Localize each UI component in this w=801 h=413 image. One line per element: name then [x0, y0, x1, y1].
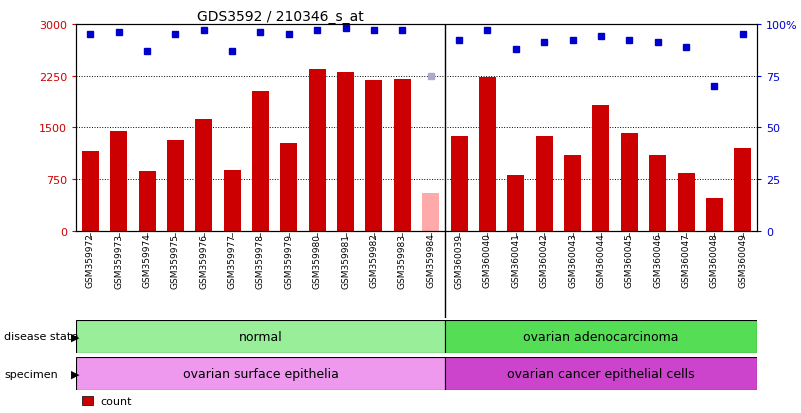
- Text: GSM359984: GSM359984: [426, 233, 435, 288]
- Bar: [280, 143, 297, 231]
- Bar: [223, 171, 240, 231]
- Bar: [735, 149, 751, 231]
- Bar: [252, 92, 269, 231]
- Text: specimen: specimen: [4, 369, 58, 379]
- Text: ovarian adenocarcinoma: ovarian adenocarcinoma: [523, 330, 678, 343]
- Bar: [82, 396, 93, 405]
- Text: GSM360045: GSM360045: [625, 233, 634, 288]
- Bar: [507, 176, 525, 231]
- Text: GSM359972: GSM359972: [86, 233, 95, 288]
- Text: GSM359976: GSM359976: [199, 233, 208, 288]
- Bar: [445, 357, 757, 390]
- Text: ovarian surface epithelia: ovarian surface epithelia: [183, 367, 339, 380]
- Bar: [195, 120, 212, 231]
- Text: normal: normal: [239, 330, 283, 343]
- Bar: [536, 136, 553, 231]
- Text: GSM359973: GSM359973: [115, 233, 123, 288]
- Bar: [621, 133, 638, 231]
- Bar: [308, 69, 326, 231]
- Text: GSM360041: GSM360041: [511, 233, 521, 288]
- Text: GSM360043: GSM360043: [568, 233, 577, 288]
- Bar: [365, 81, 382, 231]
- Text: GSM359975: GSM359975: [171, 233, 180, 288]
- Text: GSM359974: GSM359974: [143, 233, 151, 288]
- Bar: [706, 198, 723, 231]
- Bar: [450, 136, 468, 231]
- Bar: [76, 320, 445, 353]
- Text: GSM360049: GSM360049: [739, 233, 747, 288]
- Text: GSM359977: GSM359977: [227, 233, 236, 288]
- Text: GSM360048: GSM360048: [710, 233, 718, 288]
- Text: GSM360046: GSM360046: [653, 233, 662, 288]
- Bar: [139, 171, 155, 231]
- Bar: [82, 152, 99, 231]
- Text: ovarian cancer epithelial cells: ovarian cancer epithelial cells: [507, 367, 694, 380]
- Text: GSM359980: GSM359980: [312, 233, 322, 288]
- Bar: [445, 320, 757, 353]
- Text: GSM360042: GSM360042: [540, 233, 549, 287]
- Text: GSM359982: GSM359982: [369, 233, 378, 288]
- Text: count: count: [100, 396, 131, 406]
- Bar: [479, 78, 496, 231]
- Text: GSM359983: GSM359983: [398, 233, 407, 288]
- Bar: [394, 80, 411, 231]
- Bar: [649, 156, 666, 231]
- Text: disease state: disease state: [4, 332, 78, 342]
- Text: GSM360044: GSM360044: [597, 233, 606, 287]
- Text: GSM360040: GSM360040: [483, 233, 492, 288]
- Bar: [678, 173, 694, 231]
- Bar: [167, 140, 184, 231]
- Bar: [337, 73, 354, 231]
- Text: GSM360039: GSM360039: [455, 233, 464, 288]
- Text: GDS3592 / 210346_s_at: GDS3592 / 210346_s_at: [197, 10, 364, 24]
- Text: ▶: ▶: [70, 332, 79, 342]
- Text: GSM359978: GSM359978: [256, 233, 265, 288]
- Text: GSM359981: GSM359981: [341, 233, 350, 288]
- Text: ▶: ▶: [70, 369, 79, 379]
- Bar: [422, 193, 439, 231]
- Bar: [564, 156, 581, 231]
- Bar: [593, 106, 610, 231]
- Bar: [76, 357, 445, 390]
- Text: GSM360047: GSM360047: [682, 233, 690, 288]
- Text: GSM359979: GSM359979: [284, 233, 293, 288]
- Bar: [110, 131, 127, 231]
